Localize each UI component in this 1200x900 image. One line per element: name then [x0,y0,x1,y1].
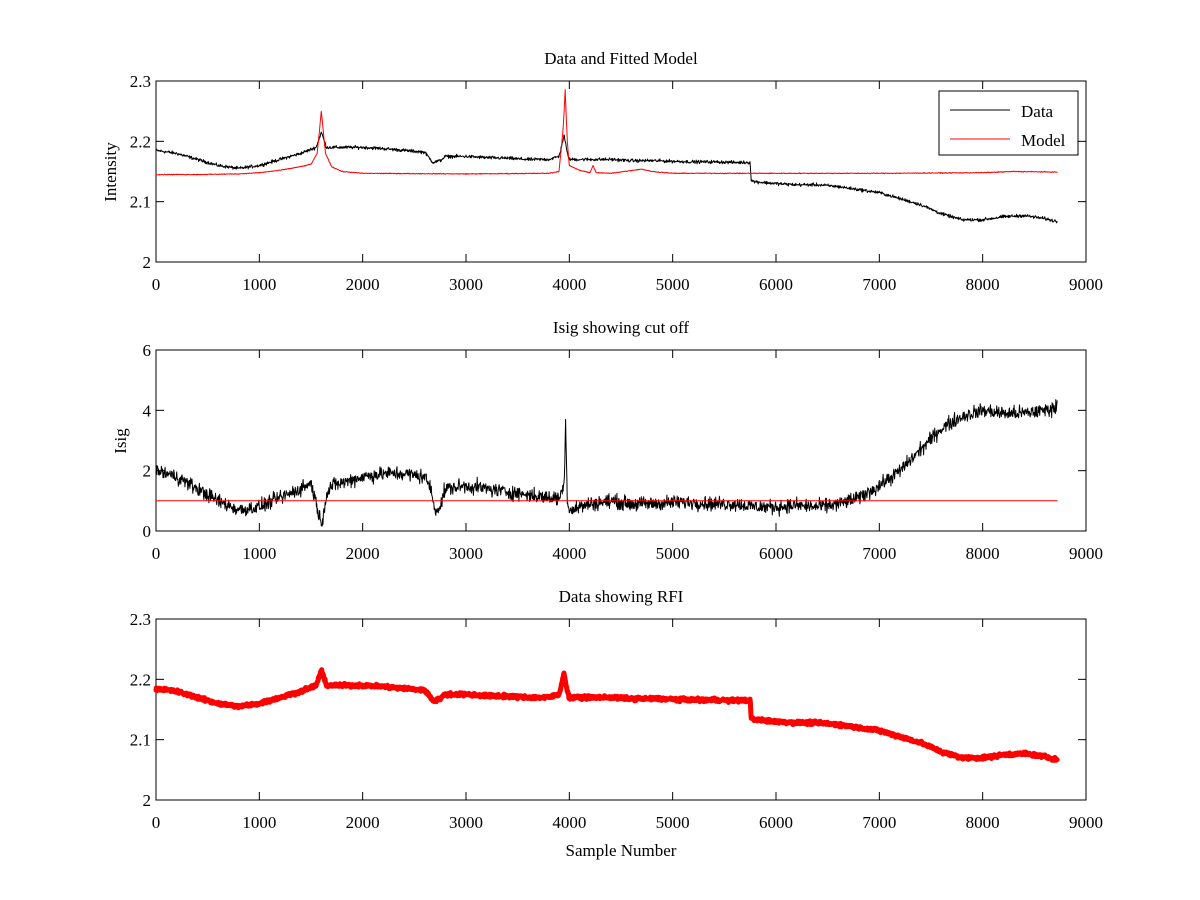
intensity-ytick-label: 2.3 [130,72,151,91]
intensity-title: Data and Fitted Model [544,49,698,68]
intensity-ylabel: Intensity [101,142,120,202]
isig-ytick-label: 0 [143,522,152,541]
intensity-xtick-label: 8000 [966,275,1000,294]
rfi-series-layer [153,667,1060,763]
rfi-xtick-label: 1000 [242,813,276,832]
intensity-ytick-label: 2.2 [130,132,151,151]
intensity-panel: 0 1000 2000 3000 4000 5000 6000 7000 8000 9000 2 2.… [101,49,1103,294]
intensity-series-model-line [155,89,1058,176]
intensity-xtick-label: 4000 [552,275,586,294]
legend-model-label: Model [1021,131,1066,150]
legend-data-label: Data [1021,102,1054,121]
intensity-xtick-label: 7000 [862,275,896,294]
rfi-xtick-label: 0 [152,813,161,832]
rfi-xlabel: Sample Number [566,841,677,860]
intensity-series-layer [155,89,1058,224]
rfi-ytick-label: 2.1 [130,731,151,750]
intensity-series-data-line [155,131,1058,224]
intensity-ticks: 0 1000 2000 3000 4000 5000 6000 7000 8000 9000 2 2.… [130,72,1103,294]
intensity-ytick-label: 2.1 [130,193,151,212]
intensity-xtick-label: 3000 [449,275,483,294]
isig-ytick-label: 2 [143,462,152,481]
isig-series-layer [155,399,1058,527]
rfi-axes [155,618,1087,801]
rfi-xtick-label: 2000 [346,813,380,832]
isig-ytick-label: 6 [143,341,152,360]
intensity-xtick-label: 0 [152,275,161,294]
rfi-xtick-label: 7000 [862,813,896,832]
rfi-xtick-label: 8000 [966,813,1000,832]
isig-title: Isig showing cut off [553,318,689,337]
rfi-xtick-label: 5000 [656,813,690,832]
rfi-xtick-label: 6000 [759,813,793,832]
rfi-ytick-label: 2 [143,791,152,810]
intensity-xtick-label: 2000 [346,275,380,294]
intensity-xtick-label: 5000 [656,275,690,294]
intensity-xtick-label: 6000 [759,275,793,294]
isig-ticks: 0 1000 2000 3000 4000 5000 6000 7000 8000 9000 0 2 4… [143,341,1104,563]
intensity-legend: Data Model [938,90,1079,156]
intensity-xtick-label: 9000 [1069,275,1103,294]
rfi-ticks: 0 1000 2000 3000 4000 5000 6000 7000 8000 9000 2 2.… [130,610,1103,832]
isig-ytick-label: 4 [143,401,152,420]
rfi-title: Data showing RFI [559,587,684,606]
isig-xtick-label: 1000 [242,544,276,563]
rfi-xtick-label: 9000 [1069,813,1103,832]
rfi-xtick-label: 3000 [449,813,483,832]
isig-xtick-label: 6000 [759,544,793,563]
rfi-ytick-label: 2.3 [130,610,151,629]
isig-xtick-label: 7000 [862,544,896,563]
isig-panel: 0 1000 2000 3000 4000 5000 6000 7000 8000 9000 0 2 4… [111,318,1103,563]
isig-xtick-label: 4000 [552,544,586,563]
intensity-xtick-label: 1000 [242,275,276,294]
isig-xtick-label: 2000 [346,544,380,563]
isig-xtick-label: 9000 [1069,544,1103,563]
intensity-ytick-label: 2 [143,253,152,272]
isig-xtick-label: 8000 [966,544,1000,563]
isig-xtick-label: 3000 [449,544,483,563]
isig-series-0-line [155,399,1058,527]
rfi-ytick-label: 2.2 [130,670,151,689]
isig-xtick-label: 0 [152,544,161,563]
isig-xtick-label: 5000 [656,544,690,563]
legend-box [938,90,1079,156]
rfi-xtick-label: 4000 [552,813,586,832]
rfi-series-0-line [153,667,1060,763]
rfi-panel: 0 1000 2000 3000 4000 5000 6000 7000 8000 9000 2 2.… [130,587,1103,860]
isig-ylabel: Isig [111,428,130,454]
